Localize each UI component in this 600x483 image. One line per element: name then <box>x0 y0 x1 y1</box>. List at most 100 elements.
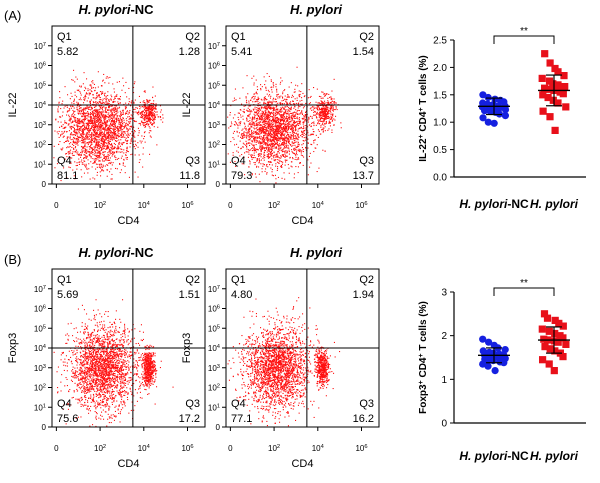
flow-dot <box>88 141 90 143</box>
flow-dot <box>121 144 123 146</box>
flow-dot <box>99 114 101 116</box>
flow-dot <box>78 161 80 163</box>
flow-dot <box>145 107 147 109</box>
flow-dot <box>237 124 239 126</box>
flow-dot <box>85 88 87 90</box>
flow-dot <box>100 167 102 169</box>
flow-dot <box>248 130 250 132</box>
x-tick-label-exp: 2 <box>103 201 106 207</box>
flow-dot <box>295 127 297 129</box>
flow-dot <box>266 107 268 109</box>
flow-dot <box>286 124 288 126</box>
flow-dot <box>120 121 122 123</box>
flow-dot <box>137 134 139 136</box>
flow-dot <box>255 144 257 146</box>
flow-dot <box>294 121 296 123</box>
flow-dot <box>308 117 310 119</box>
flow-dot <box>126 120 128 122</box>
flow-dot <box>60 135 62 137</box>
flow-dot <box>96 133 98 135</box>
flow-dot <box>289 125 291 127</box>
flow-dot <box>114 123 116 125</box>
flow-dot <box>162 117 164 119</box>
flow-dot <box>119 110 121 112</box>
flow-dot <box>252 108 254 110</box>
flow-dot <box>263 142 265 144</box>
flow-dot <box>153 121 155 123</box>
flow-dot <box>262 127 264 129</box>
flow-dot <box>59 126 61 128</box>
flow-dot <box>68 146 70 148</box>
flow-dot <box>130 118 132 120</box>
flow-dot <box>259 113 261 115</box>
flow-dot <box>276 142 278 144</box>
flow-dot <box>276 94 278 96</box>
flow-dot <box>267 105 269 107</box>
flow-dot <box>114 126 116 128</box>
flow-dot <box>253 141 255 143</box>
flow-dot <box>329 96 331 98</box>
flow-dot <box>92 162 94 164</box>
flow-dot <box>280 108 282 110</box>
flow-dot <box>105 117 107 119</box>
flow-dot <box>320 126 322 128</box>
flow-dot <box>238 112 240 114</box>
flow-dot <box>81 130 83 132</box>
flow-dot <box>102 136 104 138</box>
flow-dot <box>330 107 332 109</box>
flow-dot <box>274 122 276 124</box>
flow-dot <box>249 123 251 125</box>
flow-dot <box>275 117 277 119</box>
flow-dot <box>277 113 279 115</box>
flow-dot <box>140 113 142 115</box>
flow-dot <box>240 116 242 118</box>
flow-dot <box>296 137 298 139</box>
flow-dot <box>318 167 320 169</box>
flow-dot <box>285 140 287 142</box>
flow-dot <box>93 113 95 115</box>
flow-dot <box>108 133 110 135</box>
flow-dot <box>101 93 103 95</box>
flow-dot <box>273 140 275 142</box>
flow-dot <box>301 118 303 120</box>
flow-dot <box>111 152 113 154</box>
flow-dot <box>101 138 103 140</box>
flow-dot <box>100 127 102 129</box>
flow-dot <box>69 167 71 169</box>
flow-dot <box>255 141 257 143</box>
flow-dot <box>242 146 244 148</box>
flow-dot <box>124 125 126 127</box>
flow-dot <box>126 157 128 159</box>
flow-dot <box>96 92 98 94</box>
flow-dot <box>100 134 102 136</box>
flow-dot <box>85 156 87 158</box>
flow-dot <box>269 135 271 137</box>
flow-dot <box>70 118 72 120</box>
flow-dot <box>297 158 299 160</box>
flow-dot <box>265 108 267 110</box>
flow-dot <box>261 112 263 114</box>
flow-dot <box>122 133 124 135</box>
flow-dot <box>143 114 145 116</box>
flow-dot <box>290 136 292 138</box>
flow-dot <box>245 144 247 146</box>
flow-dot <box>315 116 317 118</box>
flow-dot <box>297 157 299 159</box>
flow-dot <box>82 124 84 126</box>
flow-dot <box>88 94 90 96</box>
flow-dot <box>79 85 81 87</box>
flow-dot <box>266 156 268 158</box>
flow-dot <box>77 90 79 92</box>
flow-dot <box>131 115 133 117</box>
flow-dot <box>256 126 258 128</box>
flow-dot <box>101 91 103 93</box>
flow-dot <box>282 161 284 163</box>
flow-dot <box>102 116 104 118</box>
flow-dot <box>103 118 105 120</box>
flow-dot <box>123 121 125 123</box>
flow-dot <box>97 126 99 128</box>
flow-dot <box>273 119 275 121</box>
flow-dot <box>144 112 146 114</box>
flow-dot <box>106 147 108 149</box>
